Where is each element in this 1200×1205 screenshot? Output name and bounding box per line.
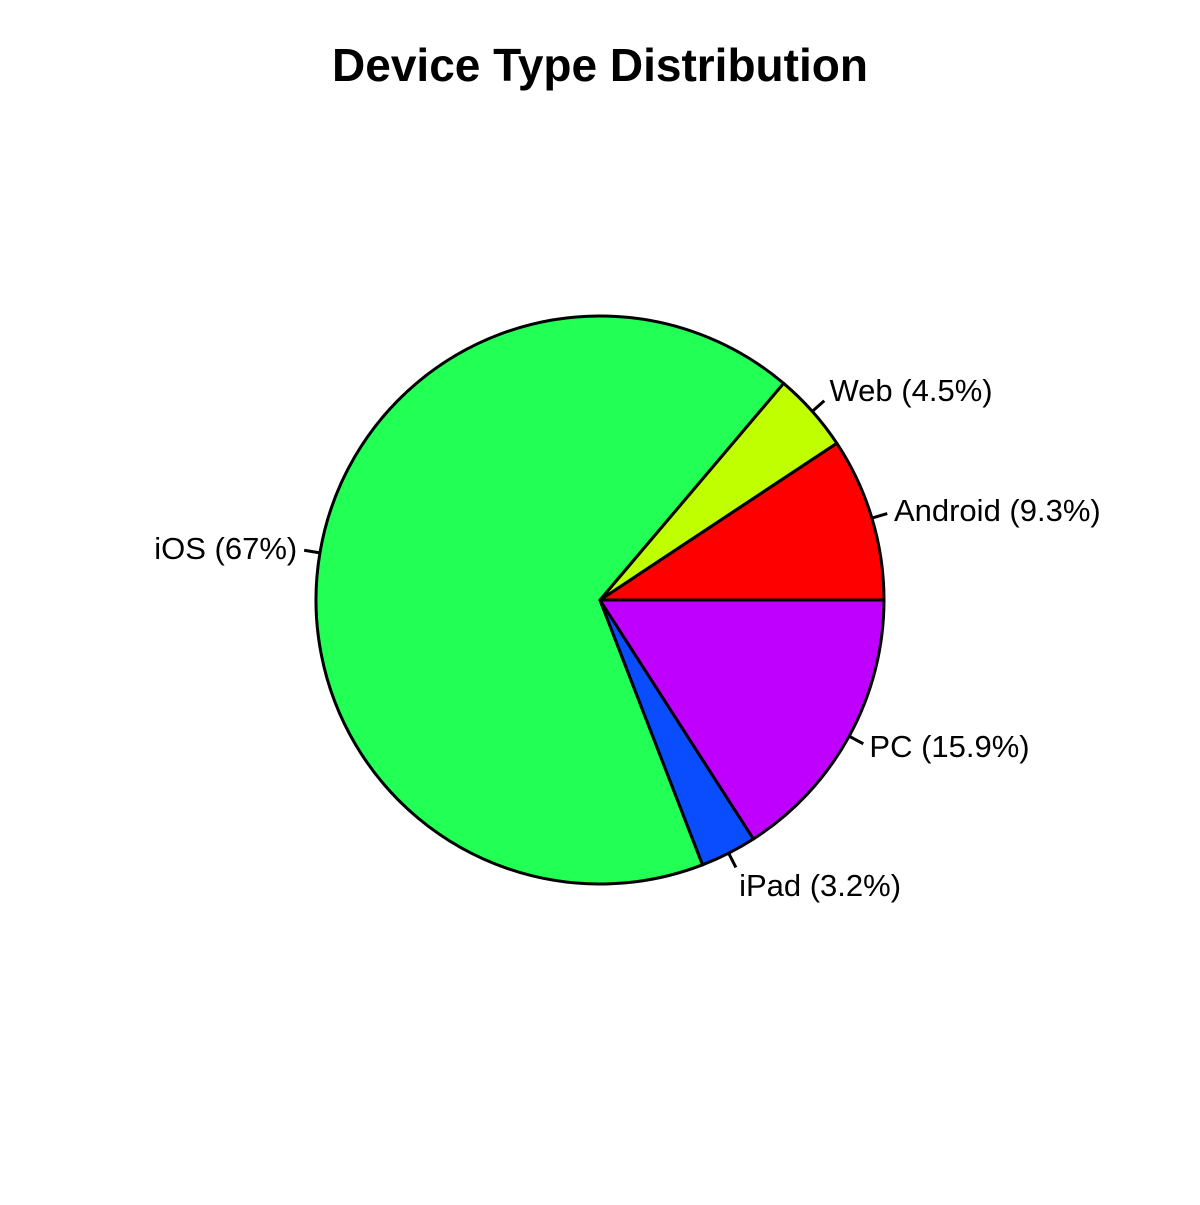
label-tick-pc — [848, 734, 864, 746]
label-tick-ipad — [727, 852, 738, 869]
labels-layer: Android (9.3%) Web (4.5%) iOS (67%) iPad (3… — [154, 373, 1100, 903]
slice-label-android: Android (9.3%) — [894, 493, 1101, 528]
label-tick-ios — [303, 548, 321, 555]
chart-title: Device Type Distribution — [332, 39, 868, 91]
slice-label-web: Web (4.5%) — [829, 373, 992, 408]
slice-label-ipad: iPad (3.2%) — [739, 868, 901, 903]
slice-label-pc: PC (15.9%) — [869, 729, 1029, 764]
label-tick-web — [811, 399, 826, 413]
slice-label-ios: iOS (67%) — [154, 531, 297, 566]
label-tick-android — [871, 512, 888, 520]
slices-layer — [314, 314, 886, 886]
pie-slice-pc — [598, 598, 886, 841]
pie-slice-ios — [314, 314, 786, 886]
